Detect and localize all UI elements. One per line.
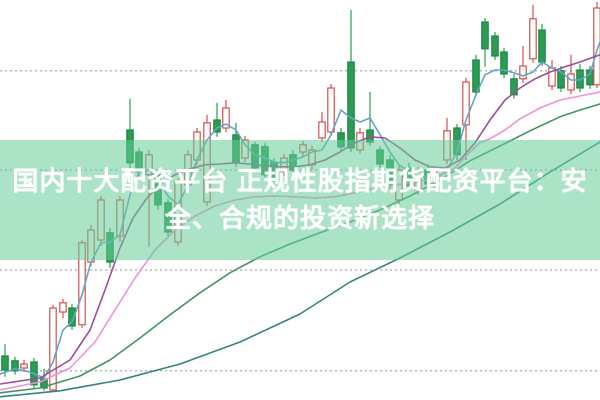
headline-overlay-band: 国内十大配资平台 正规性股指期货配资平台：安 全、合规的投资新选择 [0,140,600,260]
candle-up [462,81,470,126]
candle-down [40,378,48,389]
candle-down [481,21,489,50]
candle-up [318,121,326,139]
candle-up [59,302,67,313]
candle-up [49,307,57,391]
candle-down [472,59,480,93]
candle-down [538,29,546,63]
candle-up [519,65,527,80]
candle-down [510,78,518,96]
candle-down [1,355,9,371]
headline-line-1: 国内十大配资平台 正规性股指期货配资平台：安 [12,166,588,196]
candle-down [491,35,499,57]
candle-down [68,307,76,327]
candle-up [567,73,575,91]
headline-line-2: 全、合规的投资新选择 [164,203,435,233]
candle-down [11,360,19,372]
candle-up [222,107,230,129]
candle-down [557,70,565,89]
candle-up [20,363,28,369]
candle-up [529,18,537,60]
candle-up [593,7,600,86]
candle-down [347,61,355,149]
candle-down [500,51,508,75]
candle-up [327,87,335,133]
